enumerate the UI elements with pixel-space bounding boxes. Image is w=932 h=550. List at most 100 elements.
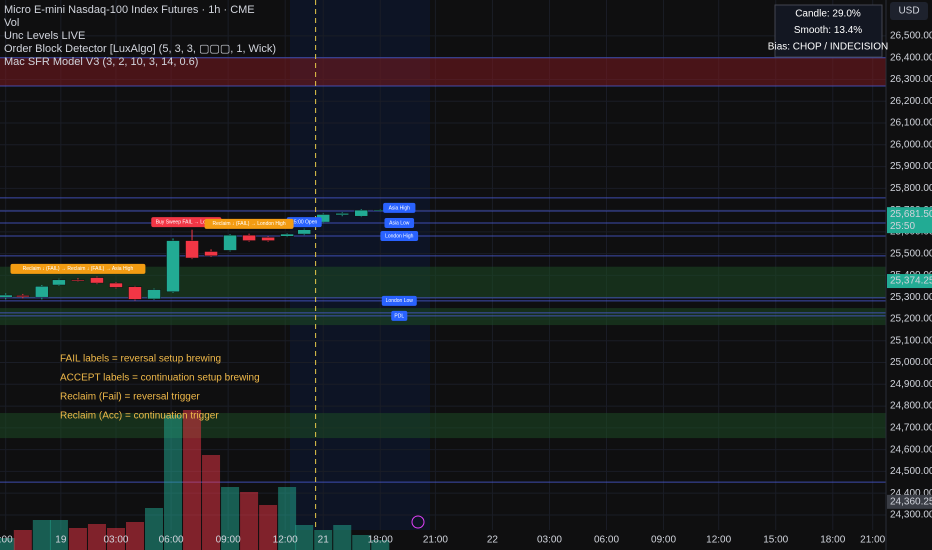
x-tick-label: 12:00 xyxy=(273,535,298,546)
levels xyxy=(0,0,886,530)
header-line: Mac SFR Model V3 (3, 2, 10, 3, 14, 0.6) xyxy=(4,56,198,68)
info-line: Smooth: 13.4% xyxy=(794,25,862,36)
volume-bar xyxy=(106,528,125,550)
tag-label: 15:00 Open xyxy=(291,219,317,225)
tag-label: Reclaim ↓ (FAIL) → London High xyxy=(213,221,286,227)
x-tick-label: 03:00 xyxy=(103,535,128,546)
candle-body xyxy=(16,295,30,298)
candles xyxy=(0,209,388,301)
tag-box xyxy=(286,217,322,228)
candle-body xyxy=(147,289,161,300)
note: Reclaim (Acc) = continuation trigger xyxy=(60,411,219,422)
volume-bar xyxy=(352,535,371,550)
volume-bar xyxy=(295,525,314,550)
tags: Asia High Asia Low London High London Low PD… xyxy=(10,202,419,321)
y-axis: 24,300.00 24,400.00 24,500.00 24,600.00 24,7… xyxy=(887,31,932,521)
candle-body xyxy=(90,277,104,284)
volume-bar xyxy=(32,520,51,550)
y-tick-label: 26,100.00 xyxy=(890,118,932,129)
tag-box xyxy=(10,263,146,274)
y-tick-label: 24,400.00 xyxy=(890,488,932,499)
header: Micro E-mini Nasdaq-100 Index Futures · … xyxy=(4,4,276,68)
price-mark-label: 25,374.25 xyxy=(890,276,932,287)
candle-body xyxy=(0,294,13,298)
y-tick-label: 24,600.00 xyxy=(890,444,932,455)
candle-body xyxy=(242,234,256,241)
note: Reclaim (Fail) = reversal trigger xyxy=(60,392,200,403)
y-tick-label: 25,000.00 xyxy=(890,357,932,368)
y-tick-label: 24,700.00 xyxy=(890,422,932,433)
volume-bar xyxy=(221,487,240,550)
zone xyxy=(0,308,886,326)
tag-box xyxy=(381,295,417,306)
header-line: Vol xyxy=(4,17,19,29)
volume-bar xyxy=(333,525,352,550)
zone xyxy=(0,57,886,87)
countdown: 25:50 xyxy=(890,221,915,232)
candle-body xyxy=(35,286,49,298)
y-tick-label: 25,100.00 xyxy=(890,335,932,346)
volume-bar xyxy=(145,508,164,550)
volume-bar xyxy=(0,538,15,550)
volume-bar xyxy=(87,524,106,550)
x-tick-label: 03:00 xyxy=(537,535,562,546)
candle-body xyxy=(335,213,349,216)
x-tick-label: 21:00 xyxy=(860,535,885,546)
y-tick-label: 26,300.00 xyxy=(890,74,932,85)
x-tick-label: 15:00 xyxy=(763,535,788,546)
candle-body xyxy=(261,237,275,241)
candle-body xyxy=(128,286,142,300)
x-tick-label: 12:00 xyxy=(706,535,731,546)
candle-body xyxy=(280,233,294,237)
tag-box xyxy=(380,231,419,242)
tag-box xyxy=(151,217,222,228)
volume-bar xyxy=(278,487,297,550)
tag-label: Asia High xyxy=(389,205,411,211)
volume-bar xyxy=(164,415,183,550)
currency-button[interactable] xyxy=(890,2,928,20)
tag-label: Reclaim ↓ (FAIL) → Reclaim ↓ (FAIL) → As… xyxy=(23,266,134,272)
tag-box xyxy=(204,218,294,229)
volume-bar xyxy=(68,528,87,550)
tag-label: Buy Sweep FAIL → London xyxy=(156,219,217,225)
volume-bar xyxy=(240,492,259,550)
note: ACCEPT labels = continuation setup brewi… xyxy=(60,373,260,384)
currency[interactable]: USD xyxy=(898,6,919,17)
info-box: Candle: 29.0% Smooth: 13.4% Bias: CHOP / I… xyxy=(768,4,888,58)
y-tick-label: 26,000.00 xyxy=(890,139,932,150)
info-line: Bias: CHOP / INDECISION xyxy=(768,42,888,53)
y-tick-label: 25,300.00 xyxy=(890,292,932,303)
y-tick-label: 25,900.00 xyxy=(890,161,932,172)
volume-bar xyxy=(49,520,68,550)
price-mark-label: 25,681.50 xyxy=(890,209,932,220)
volume xyxy=(0,410,390,550)
volume-bar xyxy=(183,410,202,550)
price-mark xyxy=(887,274,932,289)
x-tick-label: 06:00 xyxy=(159,535,184,546)
candle-body xyxy=(204,251,218,257)
volume-bar xyxy=(202,455,221,550)
candle-body xyxy=(109,282,123,288)
alert-icon[interactable] xyxy=(411,515,425,529)
x-tick-label: 19 xyxy=(55,535,67,546)
y-tick-label: 26,200.00 xyxy=(890,96,932,107)
notes: FAIL labels = reversal setup brewing ACCE… xyxy=(60,354,260,422)
candle-body xyxy=(297,229,311,235)
session-shade xyxy=(290,0,430,530)
info-box-frame xyxy=(774,4,883,58)
tag-box xyxy=(391,310,408,321)
zones xyxy=(0,57,886,439)
y-tick-label: 24,500.00 xyxy=(890,466,932,477)
y-tick-label: 24,900.00 xyxy=(890,379,932,390)
x-tick-label: 22 xyxy=(487,535,499,546)
info-line: Candle: 29.0% xyxy=(795,9,861,20)
x-tick-label: 06:00 xyxy=(594,535,619,546)
x-tick-label: :00 xyxy=(0,535,13,546)
y-tick-label: 25,500.00 xyxy=(890,248,932,259)
y-tick-label: 25,200.00 xyxy=(890,314,932,325)
volume-bar xyxy=(259,505,278,550)
header-line: Micro E-mini Nasdaq-100 Index Futures · … xyxy=(4,4,255,16)
y-tick-label: 24,300.00 xyxy=(890,510,932,521)
x-tick-label: 18:00 xyxy=(368,535,393,546)
